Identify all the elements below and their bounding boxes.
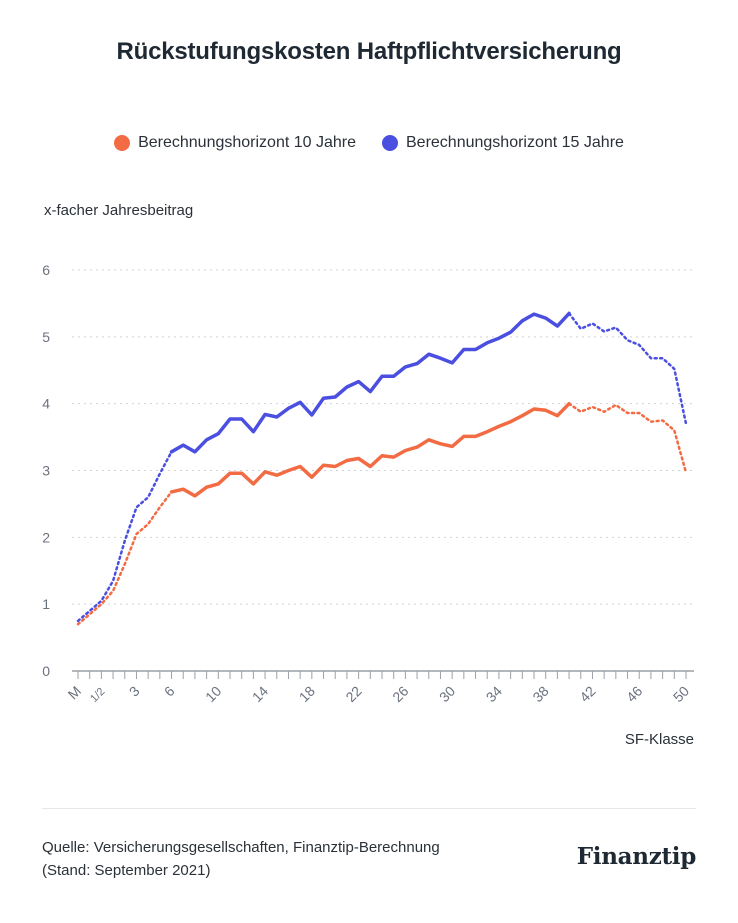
- y-tick-label: 5: [42, 329, 50, 345]
- x-tick-label: 14: [249, 683, 271, 705]
- x-tick-label: 10: [202, 683, 224, 705]
- y-tick-label: 4: [42, 396, 50, 412]
- legend-item-15-jahre: Berechnungshorizont 15 Jahre: [382, 134, 624, 152]
- y-axis-label: x-facher Jahresbeitrag: [44, 202, 194, 219]
- series-0-line-dotted-start: [76, 490, 173, 626]
- x-tick-label: 50: [670, 683, 692, 705]
- x-tick-label: 34: [483, 683, 505, 705]
- legend-marker-10-jahre: [114, 135, 131, 151]
- x-tick-label: 3: [126, 683, 143, 700]
- footer-divider: [42, 808, 696, 809]
- y-tick-label: 0: [42, 663, 50, 679]
- x-tick-label: 22: [342, 683, 364, 705]
- y-tick-label: 3: [42, 463, 50, 479]
- chart-title: Rückstufungskosten Haftpflichtversicheru…: [116, 38, 622, 65]
- x-tick-label: 1/2: [88, 686, 107, 705]
- finanztip-logo: Finanztip: [576, 843, 697, 870]
- x-axis-label: SF-Klasse: [624, 731, 694, 748]
- series-0-line-dotted-end: [567, 402, 688, 474]
- series-1-line-solid: [169, 311, 571, 454]
- y-tick-label: 6: [42, 262, 50, 278]
- x-tick-label: 6: [161, 683, 178, 700]
- y-tick-label: 2: [42, 529, 50, 545]
- x-tick-label: M: [65, 683, 85, 703]
- series-1-line-dotted-start: [76, 450, 173, 623]
- x-tick-label: 18: [296, 683, 318, 705]
- x-tick-label: 38: [529, 683, 551, 705]
- x-tick-label: 46: [623, 683, 645, 705]
- source-line-2: (Stand: September 2021): [42, 862, 211, 879]
- legend-label-10-jahre: Berechnungshorizont 10 Jahre: [138, 134, 356, 151]
- x-tick-label: 26: [389, 683, 411, 705]
- legend-marker-15-jahre: [382, 135, 398, 151]
- chart-legend: Berechnungshorizont 10 Jahre Berechnungs…: [0, 134, 738, 152]
- x-tick-label: 42: [576, 683, 598, 705]
- legend-item-10-jahre: Berechnungshorizont 10 Jahre: [114, 134, 356, 152]
- y-tick-label: 1: [42, 596, 50, 612]
- legend-label-15-jahre: Berechnungshorizont 15 Jahre: [406, 134, 624, 151]
- source-note: Quelle: Versicherungsgesellschaften, Fin…: [42, 836, 440, 882]
- series-1-line-dotted-end: [567, 312, 688, 425]
- source-line-1: Quelle: Versicherungsgesellschaften, Fin…: [42, 839, 440, 856]
- x-tick-label: 30: [436, 683, 458, 705]
- series-0-line-solid: [169, 401, 571, 498]
